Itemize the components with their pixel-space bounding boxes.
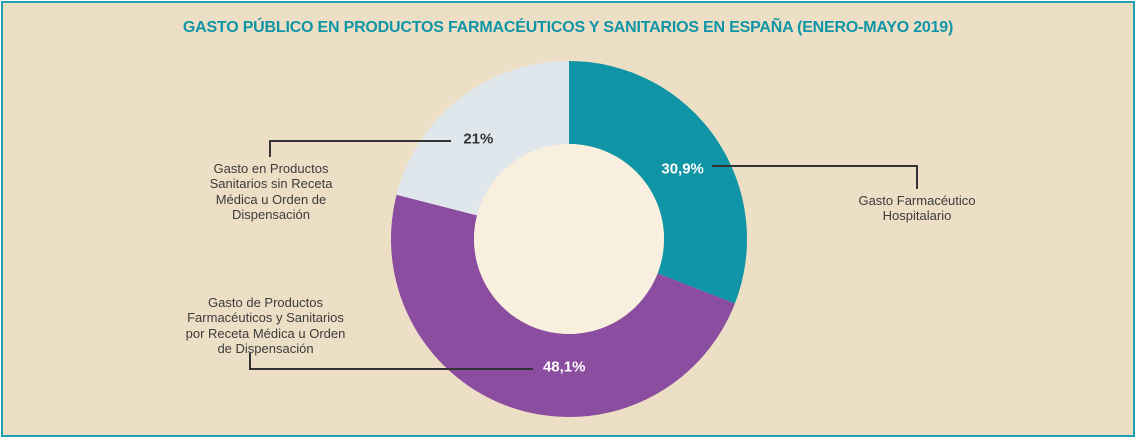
percent-label-segment-2: 48,1%	[542, 358, 586, 376]
callout-line-receta-v	[249, 353, 251, 369]
segment-label-gasto-por-receta: Gasto de Productos Farmacéuticos y Sanit…	[185, 295, 346, 356]
chart-title: GASTO PÚBLICO EN PRODUCTOS FARMACÉUTICOS…	[182, 19, 954, 36]
percent-label-segment-3: 21%	[463, 130, 494, 148]
donut-segment-3	[396, 61, 569, 216]
callout-line-sanitarios-v	[269, 140, 271, 157]
chart-area: GASTO PÚBLICO EN PRODUCTOS FARMACÉUTICOS…	[3, 3, 1133, 435]
segment-label-gasto-farmaceutico-hospitalario: Gasto Farmacéutico Hospitalario	[858, 193, 976, 224]
donut-chart	[390, 61, 748, 418]
callout-line-hospitalario-h	[712, 165, 917, 167]
donut-segment-2	[390, 194, 735, 418]
percent-label-segment-1: 30,9%	[661, 160, 704, 178]
donut-segment-1	[569, 61, 748, 304]
segment-label-gasto-sin-receta: Gasto en Productos Sanitarios sin Receta…	[209, 161, 333, 222]
callout-line-sanitarios-h	[269, 140, 451, 142]
callout-line-receta-h	[249, 368, 533, 370]
callout-line-hospitalario-v	[916, 165, 918, 189]
donut-hole	[474, 144, 664, 334]
